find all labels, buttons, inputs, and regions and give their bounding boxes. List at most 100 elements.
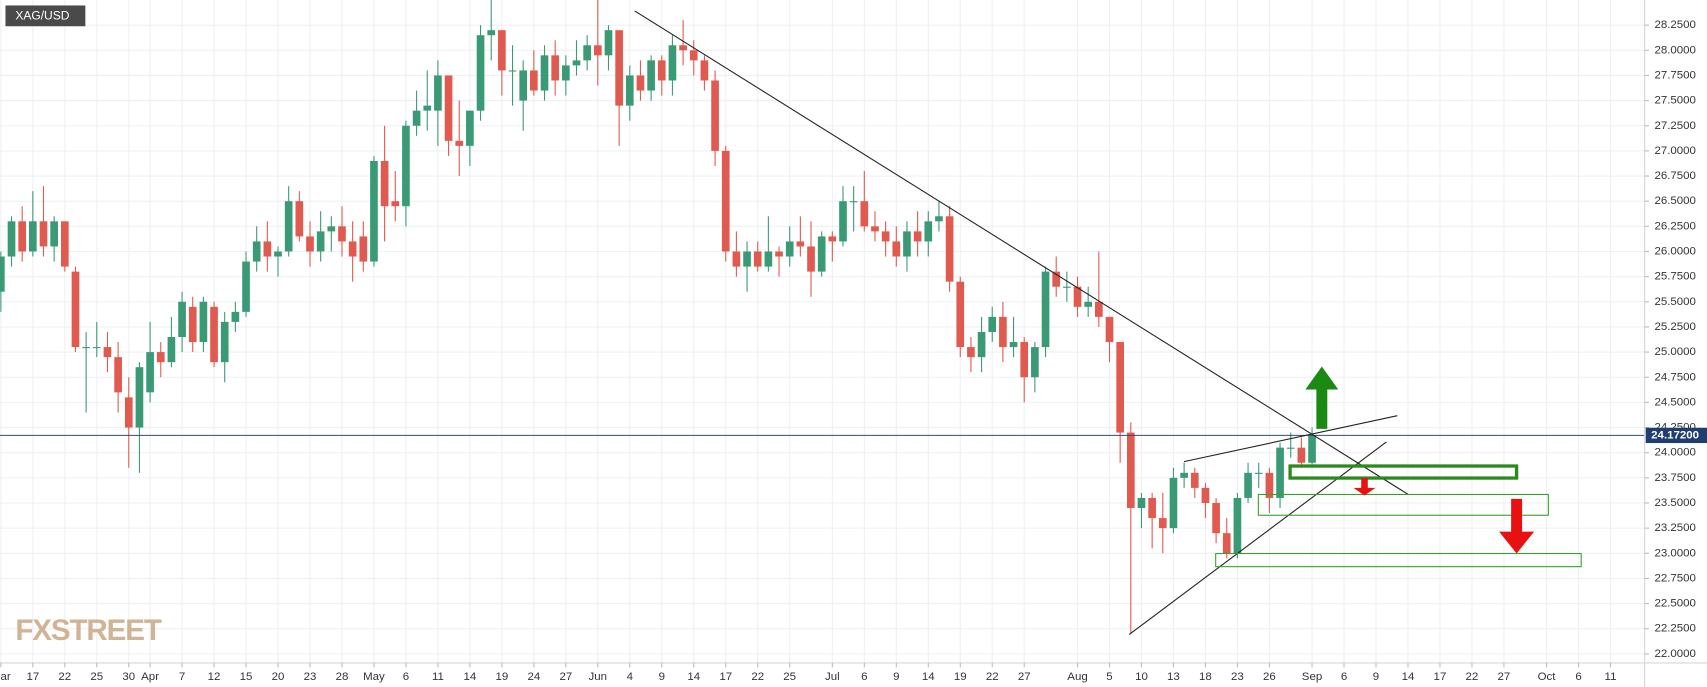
candle-body xyxy=(753,251,762,267)
x-tick-label: 15 xyxy=(240,671,253,683)
candle-body xyxy=(1158,518,1167,529)
y-tick-label: 25.7500 xyxy=(1654,271,1695,283)
candle-body xyxy=(1201,487,1210,503)
x-tick-label: 14 xyxy=(1402,671,1415,683)
candle-body xyxy=(700,60,709,81)
candle-body xyxy=(92,347,101,349)
x-tick-label: Oct xyxy=(1538,671,1557,683)
y-tick-label: 25.2500 xyxy=(1654,321,1695,333)
candle-body xyxy=(796,241,805,247)
annotations xyxy=(634,10,1582,635)
x-tick-label: 11 xyxy=(1605,671,1617,683)
y-tick-label: 27.7500 xyxy=(1654,69,1695,81)
down-arrow xyxy=(1353,478,1376,496)
candle-body xyxy=(391,201,400,207)
x-tick-label: 4 xyxy=(627,671,634,683)
candle-body xyxy=(508,70,517,72)
y-tick-label: 27.2500 xyxy=(1654,120,1695,132)
y-tick-label: 26.0000 xyxy=(1654,246,1695,258)
candle-body xyxy=(625,75,634,106)
y-tick-label: 24.5000 xyxy=(1654,396,1695,408)
candle-body xyxy=(1041,271,1050,348)
y-tick-label: 24.7500 xyxy=(1654,371,1695,383)
candle-body xyxy=(295,201,304,237)
candle-body xyxy=(935,216,943,222)
y-tick-label: 22.0000 xyxy=(1654,648,1695,660)
x-tick-label: 19 xyxy=(495,671,508,683)
candle-body xyxy=(434,75,442,111)
y-tick-label: 22.2500 xyxy=(1654,623,1695,635)
candle-body xyxy=(1084,301,1093,307)
candle-body xyxy=(871,226,879,232)
candle-body xyxy=(263,241,272,257)
x-tick-label: 22 xyxy=(986,671,999,683)
candle-body xyxy=(977,331,986,358)
trend-line xyxy=(1128,441,1387,635)
candle-body xyxy=(1286,447,1295,449)
x-tick-label: 26 xyxy=(1263,671,1276,683)
x-tick-label: 13 xyxy=(1167,671,1180,683)
candle-body xyxy=(167,336,176,363)
x-tick-label: 20 xyxy=(272,671,285,683)
candle-body xyxy=(71,271,80,348)
candle-body xyxy=(50,221,58,247)
candle-body xyxy=(1116,342,1124,433)
up-arrow xyxy=(1305,366,1339,429)
candle-body xyxy=(1222,533,1231,554)
candle-body xyxy=(1308,435,1316,463)
candle-body xyxy=(498,30,506,71)
candle-body xyxy=(1137,497,1146,509)
x-tick-label: 23 xyxy=(1231,671,1244,683)
candle-body xyxy=(60,221,69,267)
x-tick-label: 6 xyxy=(861,671,867,683)
zone-box xyxy=(1215,552,1582,568)
candle-body xyxy=(1073,286,1082,307)
candle-body xyxy=(156,352,165,363)
candle-body xyxy=(1265,472,1274,498)
candle-body xyxy=(1009,342,1018,348)
y-tick-label: 27.0000 xyxy=(1654,145,1695,157)
x-tick-label: 6 xyxy=(1575,671,1581,683)
candle-body xyxy=(679,45,687,51)
candle-body xyxy=(849,201,858,203)
y-tick-label: 28.0000 xyxy=(1654,44,1695,56)
candle-body xyxy=(359,236,368,262)
x-tick-label: 17 xyxy=(26,671,39,683)
candle-body xyxy=(636,75,645,91)
x-tick-label: 24 xyxy=(527,671,540,683)
x-tick-label: 9 xyxy=(893,671,899,683)
x-tick-label: 27 xyxy=(559,671,572,683)
candle-body xyxy=(562,65,570,81)
x-tick-label: 14 xyxy=(464,671,477,683)
x-tick-label: 23 xyxy=(304,671,317,683)
candle-body xyxy=(1020,342,1029,378)
candle-body xyxy=(220,321,229,363)
x-tick-label: 17 xyxy=(719,671,732,683)
candle-body xyxy=(1297,447,1306,463)
candle-body xyxy=(39,221,48,247)
zone-box xyxy=(1288,464,1519,480)
candle-body xyxy=(476,35,485,111)
y-tick-label: 22.5000 xyxy=(1654,598,1695,610)
candle-body xyxy=(657,60,666,81)
candle-body xyxy=(210,306,218,363)
candle-body xyxy=(775,251,783,257)
candle-body xyxy=(1180,472,1188,478)
candle-body xyxy=(1254,472,1263,474)
candle-body xyxy=(103,347,112,358)
title-box xyxy=(5,5,86,27)
x-tick-label: 19 xyxy=(954,671,967,683)
candle-body xyxy=(1126,432,1135,509)
chart-title: XAG/USD xyxy=(15,9,69,23)
candle-body xyxy=(188,306,197,343)
candle-body xyxy=(668,45,677,81)
candle-body xyxy=(519,70,528,101)
candle-body xyxy=(1031,347,1039,378)
candle-body xyxy=(572,60,581,66)
x-tick-label: Jul xyxy=(825,671,840,683)
x-tick-label: 9 xyxy=(1373,671,1379,683)
candle-body xyxy=(199,301,208,343)
candle-body xyxy=(1212,502,1220,534)
